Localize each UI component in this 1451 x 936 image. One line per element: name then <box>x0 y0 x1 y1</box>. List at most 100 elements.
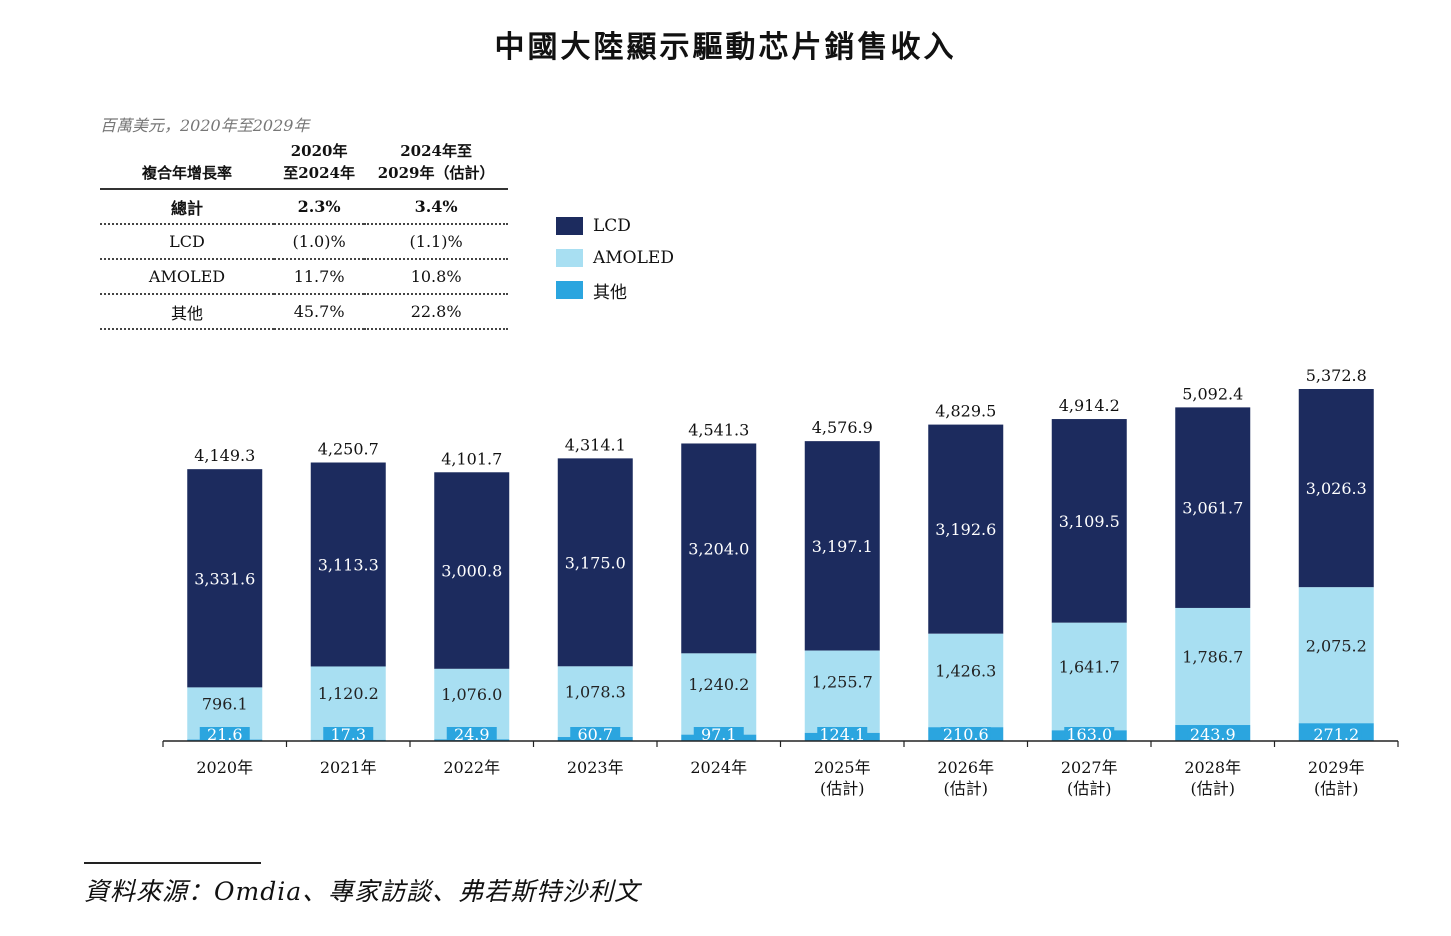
value-label-other: 271.2 <box>1313 725 1359 744</box>
value-label-lcd: 3,061.7 <box>1182 499 1243 518</box>
cagr-header-row: 複合年增長率 2020年 至2024年 2024年至 2029年（估計） <box>100 138 508 190</box>
cagr-header-period1-line1: 2020年 <box>290 142 348 160</box>
legend-swatch-amoled <box>556 249 583 267</box>
x-tick-label: 2020年 <box>196 758 253 777</box>
legend-item-amoled: AMOLED <box>556 242 674 274</box>
value-label-amoled: 1,641.7 <box>1059 658 1120 677</box>
other-label-box <box>693 727 744 741</box>
other-label-box <box>817 727 868 741</box>
x-tick-sublabel: (估計) <box>944 779 989 798</box>
cagr-row-value2: 22.8% <box>364 294 508 330</box>
x-tick-label: 2025年 <box>814 758 871 777</box>
bar-lcd <box>1298 389 1374 588</box>
value-label-lcd: 3,026.3 <box>1306 479 1367 498</box>
cagr-row-value1: (1.0)% <box>274 224 365 260</box>
cagr-row-label: LCD <box>100 224 274 260</box>
x-tick-label: 2021年 <box>320 758 377 777</box>
value-label-lcd: 3,197.1 <box>812 537 873 556</box>
bar-amoled <box>928 633 1004 728</box>
legend-label-other: 其他 <box>593 282 627 303</box>
cagr-row-value1: 2.3% <box>274 189 365 225</box>
bar-lcd <box>310 462 386 667</box>
value-label-other: 243.9 <box>1190 725 1236 744</box>
cagr-row-lcd: LCD (1.0)% (1.1)% <box>100 224 508 260</box>
cagr-row-amoled: AMOLED 11.7% 10.8% <box>100 259 508 295</box>
bar-lcd <box>434 472 510 669</box>
bar-lcd <box>804 441 880 651</box>
unit-note: 百萬美元，2020年至2029年 <box>100 116 310 135</box>
legend-label-amoled: AMOLED <box>593 248 674 268</box>
value-label-amoled: 1,076.0 <box>441 685 502 704</box>
value-label-other: 24.9 <box>454 725 490 744</box>
value-label-other: 17.3 <box>330 725 366 744</box>
value-label-other: 97.1 <box>701 725 737 744</box>
cagr-table: 複合年增長率 2020年 至2024年 2024年至 2029年（估計） 總計 … <box>100 138 508 330</box>
x-tick-label: 2024年 <box>690 758 747 777</box>
bar-amoled <box>804 650 880 733</box>
total-label: 4,541.3 <box>688 420 749 439</box>
x-tick-label: 2028年 <box>1184 758 1241 777</box>
cagr-row-value2: 3.4% <box>364 189 508 225</box>
x-tick-sublabel: (估計) <box>1067 779 1112 798</box>
bar-amoled <box>681 653 757 735</box>
value-label-lcd: 3,175.0 <box>565 553 626 572</box>
bar-amoled <box>1298 587 1374 724</box>
value-label-lcd: 3,204.0 <box>688 539 749 558</box>
cagr-row-label: 總計 <box>100 189 274 225</box>
cagr-header-period1-line2: 至2024年 <box>283 164 355 182</box>
value-label-other: 210.6 <box>943 725 989 744</box>
value-label-amoled: 1,120.2 <box>318 684 379 703</box>
cagr-row-label: AMOLED <box>100 259 274 295</box>
total-label: 4,576.9 <box>812 418 873 437</box>
x-tick-sublabel: (估計) <box>1314 779 1359 798</box>
legend-swatch-lcd <box>556 217 583 235</box>
value-label-lcd: 3,113.3 <box>318 555 379 574</box>
value-label-amoled: 2,075.2 <box>1306 636 1367 655</box>
cagr-row-label: 其他 <box>100 294 274 330</box>
cagr-row-total: 總計 2.3% 3.4% <box>100 189 508 225</box>
cagr-row-other: 其他 45.7% 22.8% <box>100 294 508 330</box>
other-label-box <box>323 727 374 741</box>
value-label-other: 60.7 <box>577 725 613 744</box>
chart-title: 中國大陸顯示驅動芯片銷售收入 <box>494 30 957 65</box>
value-label-lcd: 3,192.6 <box>935 520 996 539</box>
source-divider <box>84 862 261 864</box>
cagr-header-period2-line2: 2029年（估計） <box>377 164 495 182</box>
bar-amoled <box>557 666 633 738</box>
cagr-header-period2-line1: 2024年至 <box>400 142 472 160</box>
bar-lcd <box>928 424 1004 634</box>
bar-lcd <box>681 443 757 654</box>
x-tick-label: 2026年 <box>937 758 994 777</box>
other-label-box <box>1187 727 1238 741</box>
source-note: 資料來源：Omdia、專家訪談、弗若斯特沙利文 <box>84 877 641 906</box>
value-label-other: 124.1 <box>819 725 865 744</box>
total-label: 4,101.7 <box>441 449 502 468</box>
x-tick-label: 2027年 <box>1061 758 1118 777</box>
cagr-row-value1: 11.7% <box>274 259 365 295</box>
bar-lcd <box>1051 419 1127 623</box>
value-label-amoled: 1,240.2 <box>688 675 749 694</box>
legend-label-lcd: LCD <box>593 216 631 236</box>
bar-amoled <box>1051 622 1127 731</box>
value-label-other: 163.0 <box>1066 725 1112 744</box>
cagr-row-value1: 45.7% <box>274 294 365 330</box>
x-tick-label: 2029年 <box>1308 758 1365 777</box>
x-tick-label: 2023年 <box>567 758 624 777</box>
other-label-box <box>199 727 250 741</box>
total-label: 5,372.8 <box>1306 366 1367 385</box>
legend-item-lcd: LCD <box>556 210 674 242</box>
x-tick-sublabel: (估計) <box>1191 779 1236 798</box>
legend-swatch-other <box>556 281 583 299</box>
value-label-amoled: 1,426.3 <box>935 661 996 680</box>
value-label-lcd: 3,331.6 <box>194 569 255 588</box>
total-label: 4,250.7 <box>318 440 379 459</box>
value-label-amoled: 1,786.7 <box>1182 647 1243 666</box>
bar-lcd <box>187 469 263 688</box>
other-label-box <box>1311 727 1362 741</box>
x-tick-label: 2022年 <box>443 758 500 777</box>
cagr-header-period1: 2020年 至2024年 <box>274 138 365 190</box>
bar-lcd <box>557 458 633 667</box>
legend: LCD AMOLED 其他 <box>556 210 674 306</box>
legend-item-other: 其他 <box>556 274 674 306</box>
other-label-box <box>446 727 497 741</box>
